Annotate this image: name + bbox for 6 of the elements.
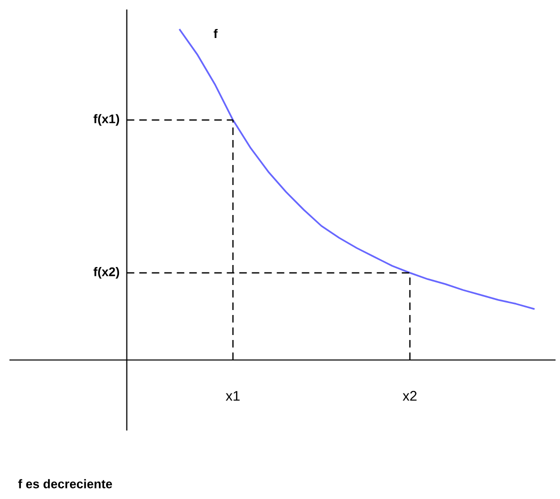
annotation: f	[214, 28, 218, 38]
x-tick-label: x2	[402, 390, 417, 401]
ref-line-label: f(x1)	[94, 114, 120, 126]
x-tick-label: x1	[226, 391, 240, 401]
text: f es decreciente	[18, 479, 112, 488]
ref-line-label: f(x2)	[94, 267, 120, 279]
